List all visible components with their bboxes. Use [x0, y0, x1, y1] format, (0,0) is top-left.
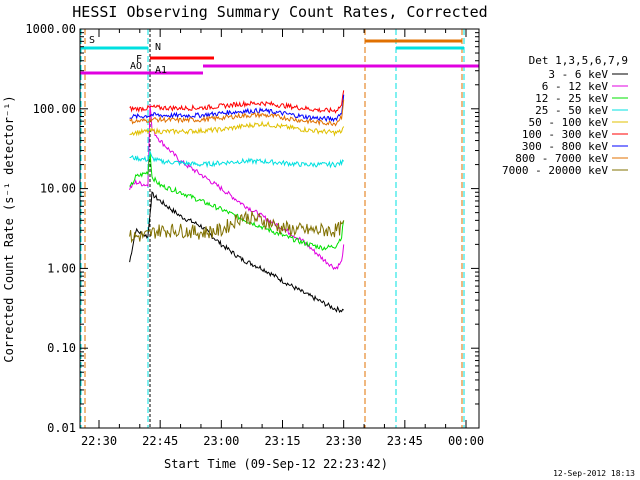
legend-header: Det 1,3,5,6,7,9 — [529, 54, 628, 67]
x-tick-label: 23:00 — [203, 434, 239, 448]
y-tick-label: 1.00 — [47, 261, 76, 275]
y-tick-label: 0.10 — [47, 341, 76, 355]
legend-label: 3 - 6 keV — [548, 68, 608, 81]
x-tick-label: 00:00 — [448, 434, 484, 448]
legend-label: 25 - 50 keV — [535, 104, 608, 117]
plot-area: S N FAO A1 — [80, 29, 479, 428]
series-line-1 — [129, 191, 344, 314]
series-line-5 — [129, 120, 345, 137]
series-line-2 — [129, 104, 345, 271]
flag-marker: S — [89, 35, 95, 46]
legend-label: 800 - 7000 keV — [515, 152, 608, 165]
legend-label: 300 - 800 keV — [522, 140, 608, 153]
flag-marker: AO — [130, 61, 142, 72]
x-tick-label: 22:30 — [81, 434, 117, 448]
flag-marker: F — [136, 54, 142, 65]
x-tick-label: 23:45 — [387, 434, 423, 448]
legend-label: 12 - 25 keV — [535, 92, 608, 105]
series-line-6 — [129, 90, 345, 114]
series-line-7 — [129, 94, 345, 123]
y-tick-label: 1000.00 — [25, 22, 76, 36]
chart-title: HESSI Observing Summary Count Rates, Cor… — [72, 3, 487, 21]
series-line-9 — [129, 210, 345, 244]
x-tick-label: 23:30 — [326, 434, 362, 448]
y-tick-label: 10.00 — [40, 182, 76, 196]
x-axis: 22:30 22:45 23:00 23:15 23:30 23:45 00:00 — [81, 29, 484, 448]
series-line-8 — [129, 99, 345, 127]
x-tick-label: 22:45 — [142, 434, 178, 448]
y-axis: 1000.00 100.00 10.00 1.00 0.10 0.01 — [25, 22, 479, 435]
x-axis-label: Start Time (09-Sep-12 22:23:42) — [164, 457, 388, 471]
y-tick-label: 0.01 — [47, 421, 76, 435]
legend-label: 100 - 300 keV — [522, 128, 608, 141]
flag-marker: A1 — [155, 65, 167, 76]
legend-label: 7000 - 20000 keV — [502, 164, 608, 177]
plot-frame — [79, 28, 480, 429]
y-tick-label: 100.00 — [33, 102, 76, 116]
timestamp: 12-Sep-2012 18:13 — [553, 469, 635, 478]
flag-marker: N — [155, 42, 161, 53]
x-tick-label: 23:15 — [264, 434, 300, 448]
series-line-4 — [129, 149, 345, 169]
legend-label: 6 - 12 keV — [542, 80, 609, 93]
legend-label: 50 - 100 keV — [529, 116, 609, 129]
y-axis-label: Corrected Count Rate (s⁻¹ detector⁻¹) — [2, 95, 16, 362]
